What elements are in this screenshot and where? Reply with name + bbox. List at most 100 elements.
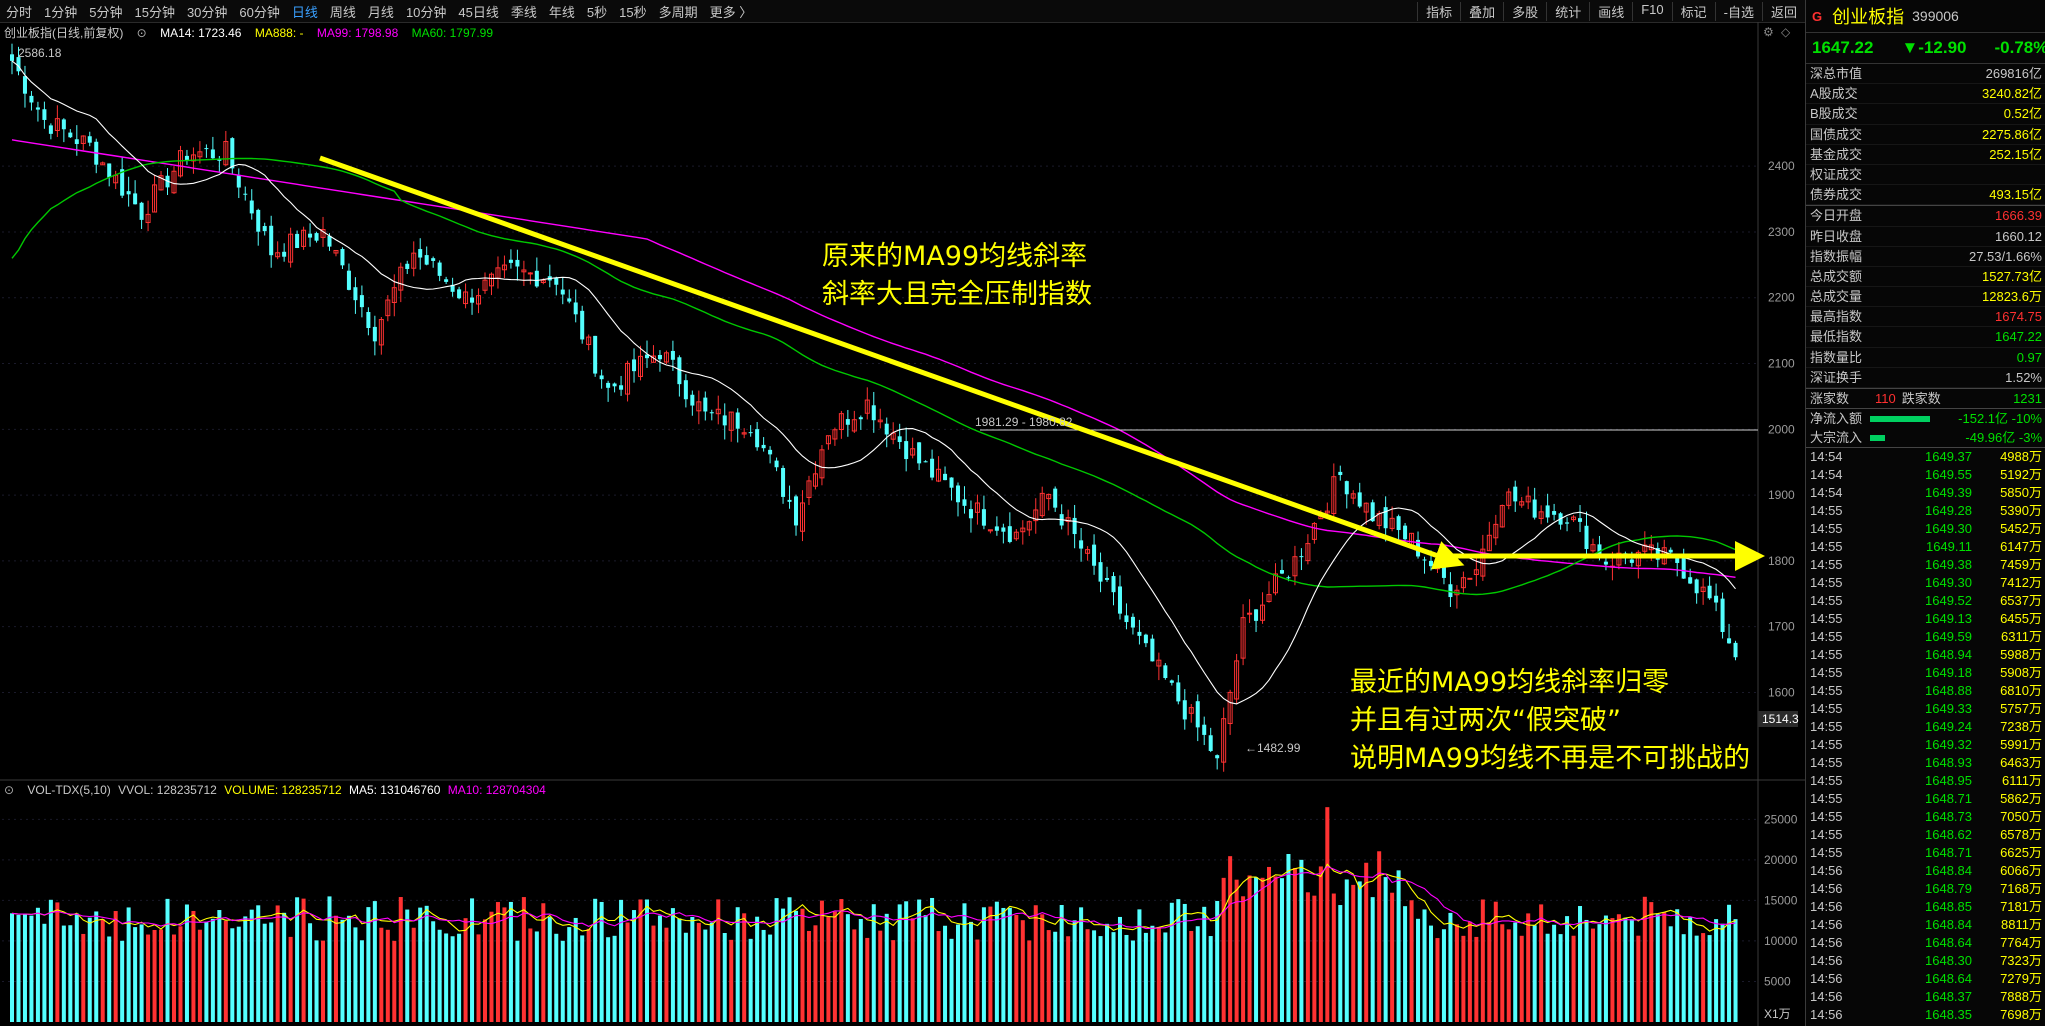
kline-chart[interactable]: 2586.18 ←1482.99 1981.29 - 1980.82 2400 2… (0, 0, 1805, 1026)
reference-label: 1981.29 - 1980.82 (975, 415, 1073, 429)
period-tab[interactable]: 更多 〉 (709, 4, 753, 20)
tick-time: 14:55 (1810, 845, 1843, 861)
volume-tick-label: 25000 (1764, 812, 1798, 826)
candle-body (418, 249, 423, 258)
volume-toggle-icon[interactable]: ⊙ (4, 783, 15, 797)
candle-body (851, 419, 857, 432)
volume-bar (1532, 925, 1537, 1022)
tool-button[interactable]: 返回 (1761, 1, 1805, 21)
volume-bar (1364, 862, 1369, 1022)
tool-buttons: 指标 叠加 多股 统计 画线 F10 标记 -自选 返回 (1417, 1, 1805, 21)
candle-body (359, 295, 364, 308)
tool-button[interactable]: 统计 (1546, 1, 1589, 21)
quote-panel: G 创业板指 399006 1647.22 ▼-12.90 -0.78% 深总市… (1805, 0, 2045, 1026)
volume-bar (470, 898, 475, 1022)
tick-time: 14:55 (1810, 629, 1843, 645)
volume-bar (1318, 866, 1323, 1022)
period-tab[interactable]: 5分钟 (89, 4, 123, 20)
volume-bar (48, 899, 53, 1022)
last-price-tag-bg (1758, 711, 1798, 727)
annotation-1-line2: 斜率大且完全压制指数 (822, 279, 1092, 310)
volume-bar (1325, 807, 1330, 1022)
candle-body (391, 287, 397, 304)
candle-body (450, 284, 455, 292)
tick-time: 14:55 (1810, 575, 1843, 591)
settings-gear-icon[interactable]: ⚙ (1763, 25, 1774, 39)
candle-body (735, 412, 740, 429)
candle-body (1137, 631, 1142, 636)
period-tab[interactable]: 1分钟 (44, 4, 78, 20)
tool-button[interactable]: 画线 (1589, 1, 1632, 21)
period-tab[interactable]: 日线 (291, 4, 318, 20)
period-tab[interactable]: 分时 (6, 4, 33, 20)
tick-price: 1648.84 (1925, 863, 1972, 879)
candle-body (385, 299, 391, 317)
candle-body (955, 485, 961, 503)
tick-row: 14:55 1648.71 6625万 (1806, 844, 2045, 862)
volume-bar (1383, 877, 1388, 1022)
period-tab[interactable]: 45日线 (458, 4, 499, 20)
candle-body (755, 429, 760, 448)
tool-button[interactable]: 标记 (1671, 1, 1715, 21)
annotation-2-line1: 最近的MA99均线斜率归零 (1350, 667, 1670, 698)
candle-body (262, 226, 267, 232)
tick-price: 1649.59 (1925, 629, 1972, 645)
volume-bar (81, 933, 86, 1022)
candle-body (470, 297, 475, 303)
tick-volume: 5452万 (2000, 521, 2042, 537)
flow-value: -49.96亿 -3% (1965, 430, 2042, 446)
volume-bar (1616, 914, 1621, 1022)
index-stats: 今日开盘 1666.39 昨日收盘 1660.12 指数振幅 27.53/1.66% 总成交… (1806, 206, 2045, 389)
candle-body (74, 139, 79, 145)
candle-body (521, 269, 527, 273)
candle-body (482, 279, 488, 291)
volume-bar (619, 899, 624, 1022)
volume-bar (722, 933, 727, 1022)
tick-time: 14:56 (1810, 953, 1843, 969)
candle-body (333, 249, 339, 254)
candle-body (405, 263, 410, 269)
candle-body (476, 295, 482, 305)
tool-button[interactable]: 叠加 (1460, 1, 1503, 21)
collapse-chevron-icon[interactable]: ◇ (1781, 25, 1791, 39)
tick-price: 1648.85 (1925, 899, 1972, 915)
tool-button[interactable]: F10 (1632, 1, 1671, 21)
volume-bar (716, 899, 721, 1022)
index-name[interactable]: 创业板指 (1832, 7, 1905, 27)
volume-bar (152, 929, 157, 1022)
volume-bar (1351, 884, 1356, 1022)
period-tab[interactable]: 月线 (367, 4, 394, 20)
candle-body (1552, 511, 1557, 515)
tick-time: 14:55 (1810, 755, 1843, 771)
tick-price: 1649.37 (1925, 449, 1972, 465)
volume-bar (1545, 933, 1550, 1022)
volume-bar (35, 907, 40, 1022)
period-tab[interactable]: 多周期 (658, 4, 698, 20)
tick-row: 14:55 1649.11 6147万 (1806, 538, 2045, 556)
volume-bar (1396, 870, 1401, 1022)
volume-bar (1150, 925, 1155, 1022)
legend-toggle-icon[interactable]: ⊙ (136, 26, 147, 40)
period-tab[interactable]: 年线 (548, 4, 575, 20)
volume-bar (606, 937, 611, 1022)
candle-body (249, 200, 254, 214)
candle-body (1124, 615, 1129, 623)
period-tab[interactable]: 5秒 (586, 4, 608, 20)
tool-button[interactable]: 指标 (1417, 1, 1460, 21)
candle-body (1499, 505, 1505, 528)
tick-list[interactable]: 14:54 1649.37 4988万 14:54 1649.55 5192万 14:54 1… (1806, 448, 2045, 1024)
period-tab[interactable]: 60分钟 (239, 4, 280, 20)
candle-body (819, 449, 825, 479)
volume-bar (975, 939, 980, 1022)
tool-button[interactable]: -自选 (1714, 1, 1762, 21)
volume-bar (936, 931, 941, 1022)
period-tab[interactable]: 30分钟 (186, 4, 228, 20)
volume-bar (275, 905, 280, 1022)
candle-body (16, 57, 21, 72)
period-tab[interactable]: 15分钟 (134, 4, 175, 20)
tool-button[interactable]: 多股 (1503, 1, 1546, 21)
period-tab[interactable]: 周线 (329, 4, 356, 20)
period-tab[interactable]: 季线 (510, 4, 537, 20)
period-tab[interactable]: 15秒 (619, 4, 647, 20)
period-tab[interactable]: 10分钟 (405, 4, 447, 20)
